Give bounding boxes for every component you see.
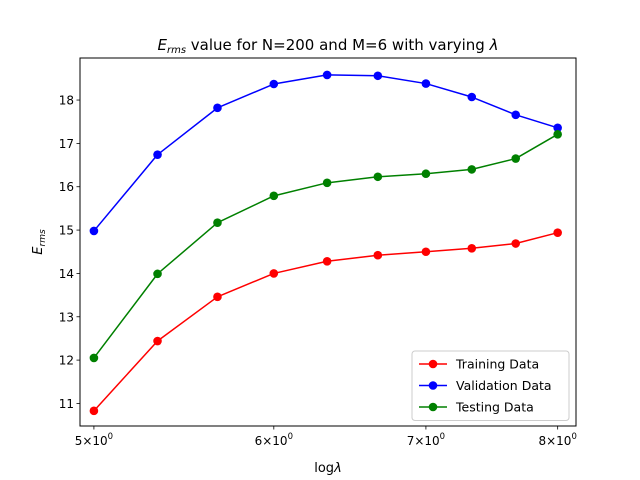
- data-point-testing-data: [373, 172, 383, 182]
- data-point-testing-data: [553, 129, 562, 139]
- data-point-validation-data: [322, 70, 332, 80]
- y-tick-label: 13: [59, 310, 74, 324]
- y-tick-label: 11: [59, 397, 74, 411]
- data-point-validation-data: [153, 150, 162, 159]
- x-tick-label: 8×100: [538, 432, 576, 448]
- data-point-training-data: [89, 406, 99, 416]
- data-point-testing-data: [89, 353, 99, 363]
- data-point-testing-data: [511, 154, 521, 163]
- data-point-testing-data: [421, 169, 431, 179]
- series-line-testing-data: [93, 133, 559, 359]
- x-tick-label: 6×100: [255, 432, 293, 448]
- series-line-validation-data: [93, 74, 558, 232]
- data-point-validation-data: [213, 103, 222, 113]
- data-point-validation-data: [421, 79, 431, 88]
- data-point-training-data: [153, 336, 162, 346]
- data-point-training-data: [322, 256, 332, 266]
- chart-title: Erms value for N=200 and M=6 with varyin…: [157, 36, 498, 56]
- data-point-validation-data: [511, 110, 521, 120]
- data-point-validation-data: [553, 123, 562, 133]
- y-tick-label: 17: [59, 137, 74, 151]
- data-point-training-data: [511, 239, 521, 248]
- data-point-training-data: [421, 247, 431, 257]
- axes-frame: [79, 57, 577, 427]
- data-point-validation-data: [373, 71, 383, 81]
- legend-marker-testing-data: [428, 402, 438, 412]
- data-point-training-data: [553, 228, 562, 237]
- data-point-validation-data: [89, 226, 99, 236]
- data-point-testing-data: [213, 218, 222, 228]
- y-tick-label: 18: [59, 94, 74, 108]
- data-point-validation-data: [467, 92, 477, 102]
- y-axis-label: Erms: [31, 229, 48, 255]
- data-point-testing-data: [467, 165, 477, 174]
- y-tick-label: 15: [59, 224, 74, 238]
- y-tick-label: 16: [59, 180, 74, 194]
- legend-box: [411, 350, 570, 421]
- legend-marker-training-data: [428, 359, 438, 369]
- data-point-training-data: [213, 292, 222, 302]
- data-point-testing-data: [269, 191, 279, 201]
- x-tick-label: 5×100: [75, 432, 113, 448]
- data-point-testing-data: [322, 178, 332, 188]
- data-point-training-data: [269, 269, 279, 278]
- y-tick-label: 12: [59, 354, 74, 368]
- series-line-training-data: [93, 231, 558, 412]
- data-point-testing-data: [153, 269, 162, 279]
- data-point-validation-data: [269, 79, 279, 89]
- x-tick-label: 7×100: [407, 432, 445, 448]
- legend-label-testing-data: Testing Data: [455, 400, 534, 415]
- legend-marker-validation-data: [428, 381, 438, 390]
- x-axis-label: logλ: [314, 461, 342, 476]
- y-tick-label: 14: [59, 267, 74, 281]
- legend-label-training-data: Training Data: [455, 357, 539, 372]
- data-point-training-data: [373, 250, 383, 260]
- legend-label-validation-data: Validation Data: [456, 378, 552, 393]
- plot-area: 11 12 13 14 15 16 17 18 5×100 6×100 7×100 8×100 Trai…: [59, 57, 577, 448]
- data-point-training-data: [467, 243, 477, 253]
